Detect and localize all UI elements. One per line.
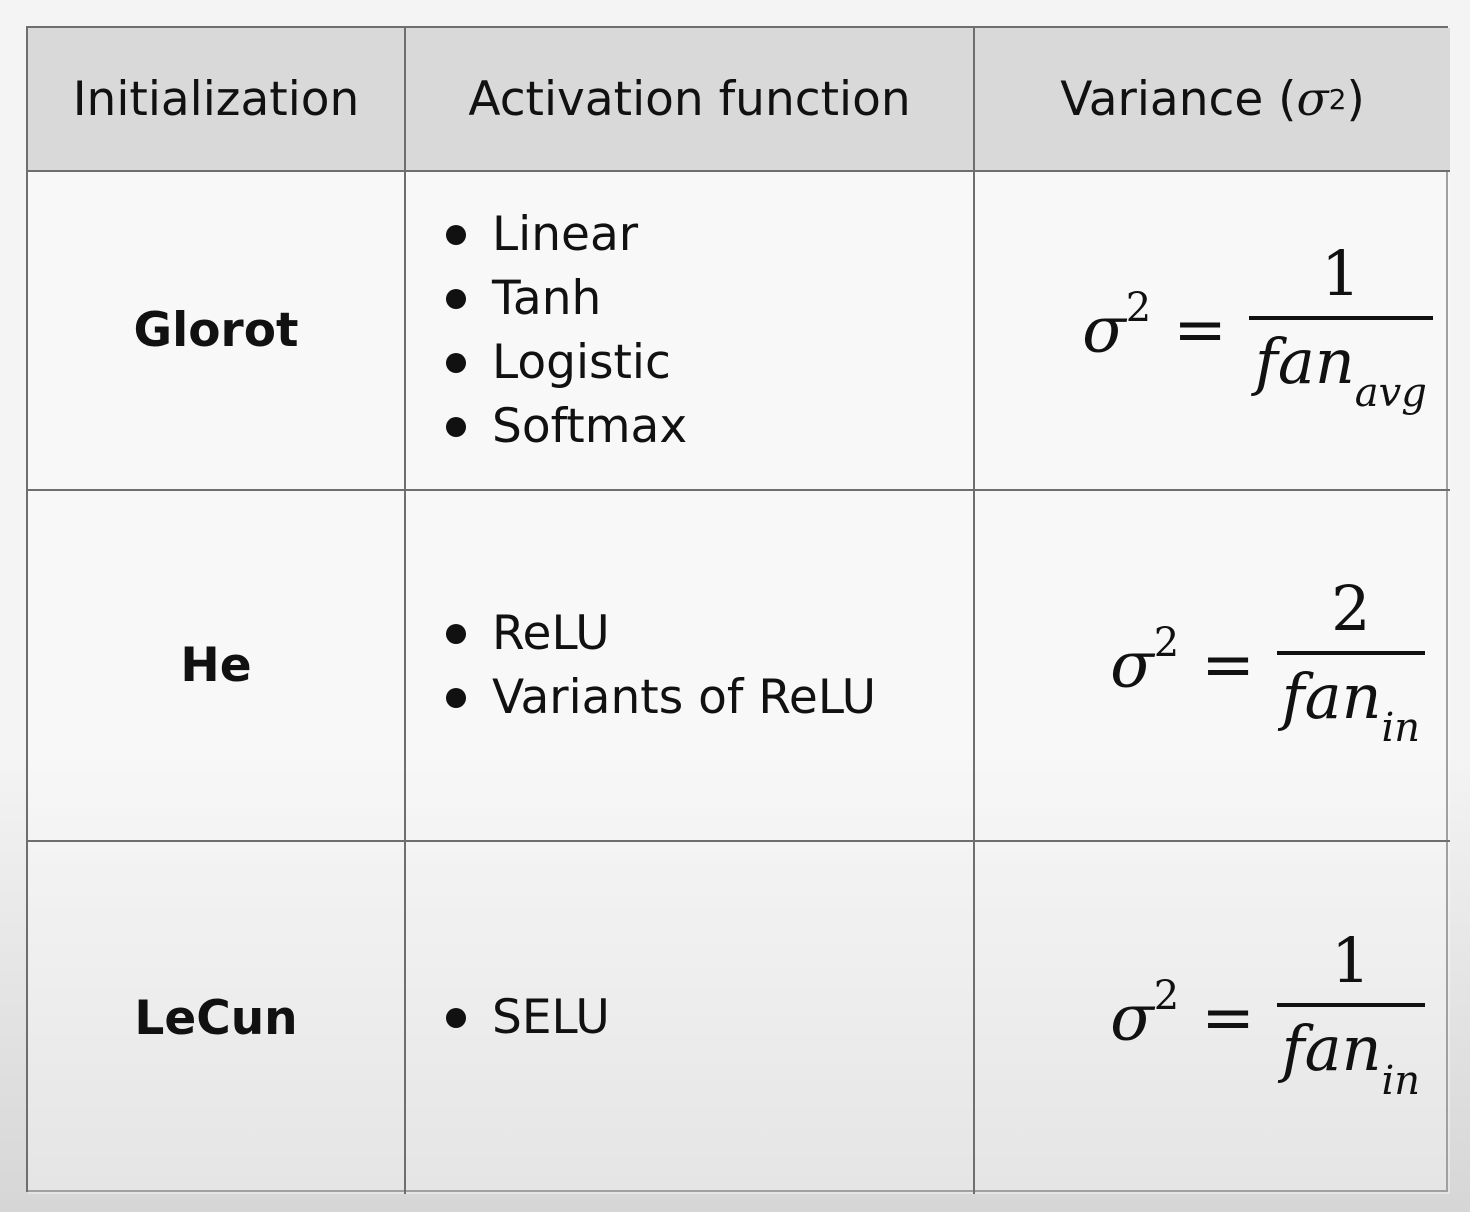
initialization-table: Initialization Activation function Varia…	[26, 26, 1450, 1194]
formula-fraction: 1 fanavg	[1248, 236, 1433, 423]
bullet-icon	[446, 1008, 466, 1028]
row-glorot-activations: Linear Tanh Logistic Softmax	[406, 172, 975, 491]
header-activation-function: Activation function	[406, 28, 975, 172]
bullet-icon	[446, 687, 466, 708]
list-item: Variants of ReLU	[446, 666, 876, 730]
bullet-icon	[446, 352, 466, 373]
list-item: Linear	[446, 203, 687, 267]
variance-formula: σ2 = 1 fanin	[1110, 925, 1425, 1110]
activation-label: Variants of ReLU	[492, 669, 877, 725]
init-name: He	[180, 638, 252, 693]
row-lecun-name: LeCun	[28, 842, 406, 1194]
list-item: Logistic	[446, 331, 687, 395]
activation-label: ReLU	[492, 605, 610, 661]
formula-denominator: fanavg	[1254, 324, 1427, 417]
bullet-icon	[446, 288, 466, 309]
row-he-formula: σ2 = 2 fanin	[975, 491, 1450, 842]
formula-subscript: in	[1381, 705, 1421, 752]
header-variance-exp: 2	[1328, 82, 1347, 116]
list-item: Tanh	[446, 267, 687, 331]
list-item: SELU	[446, 986, 610, 1050]
list-item: ReLU	[446, 602, 876, 666]
header-initialization: Initialization	[28, 28, 406, 172]
formula-numerator: 1	[1321, 236, 1361, 310]
bullet-icon	[446, 224, 466, 245]
bullet-icon	[446, 623, 466, 644]
formula-fraction: 2 fanin	[1276, 571, 1425, 758]
formula-sigma: σ2	[1110, 972, 1180, 1056]
row-glorot-name: Glorot	[28, 172, 406, 491]
header-initialization-label: Initialization	[72, 71, 360, 127]
formula-equals: =	[1201, 628, 1255, 703]
formula-fraction: 1 fanin	[1276, 924, 1425, 1110]
init-name: Glorot	[133, 303, 299, 358]
formula-equals: =	[1201, 980, 1255, 1055]
formula-numerator: 1	[1331, 924, 1371, 998]
formula-sigma: σ2	[1110, 620, 1180, 703]
formula-denominator: fanin	[1281, 1012, 1421, 1104]
activation-list: ReLU Variants of ReLU	[446, 602, 876, 730]
row-glorot-formula: σ2 = 1 fanavg	[975, 172, 1450, 491]
formula-equals: =	[1173, 293, 1227, 368]
header-activation-label: Activation function	[468, 71, 911, 127]
header-variance-suffix: )	[1346, 71, 1365, 127]
row-he-name: He	[28, 491, 406, 842]
activation-label: Tanh	[492, 270, 602, 326]
row-lecun-activations: SELU	[406, 842, 975, 1194]
row-he-activations: ReLU Variants of ReLU	[406, 491, 975, 842]
activation-label: SELU	[492, 990, 610, 1045]
activation-list: Linear Tanh Logistic Softmax	[446, 203, 687, 459]
fraction-bar	[1276, 650, 1425, 655]
init-name: LeCun	[134, 990, 298, 1046]
activation-list: SELU	[446, 986, 610, 1050]
formula-sigma: σ2	[1082, 285, 1152, 368]
variance-formula: σ2 = 1 fanavg	[1082, 236, 1433, 423]
formula-subscript: in	[1381, 1057, 1421, 1104]
formula-subscript: avg	[1354, 370, 1427, 417]
header-variance-sigma: σ	[1296, 71, 1329, 127]
fraction-bar	[1248, 315, 1433, 320]
formula-denominator: fanin	[1281, 659, 1421, 752]
header-variance-prefix: Variance (	[1060, 71, 1297, 127]
list-item: Softmax	[446, 395, 687, 459]
variance-formula: σ2 = 2 fanin	[1110, 571, 1425, 758]
header-variance: Variance (σ 2)	[975, 28, 1450, 172]
formula-numerator: 2	[1331, 571, 1371, 645]
bullet-icon	[446, 416, 466, 437]
activation-label: Linear	[492, 206, 639, 262]
activation-label: Softmax	[492, 398, 688, 454]
row-lecun-formula: σ2 = 1 fanin	[975, 842, 1450, 1194]
activation-label: Logistic	[492, 334, 671, 390]
fraction-bar	[1276, 1003, 1425, 1008]
